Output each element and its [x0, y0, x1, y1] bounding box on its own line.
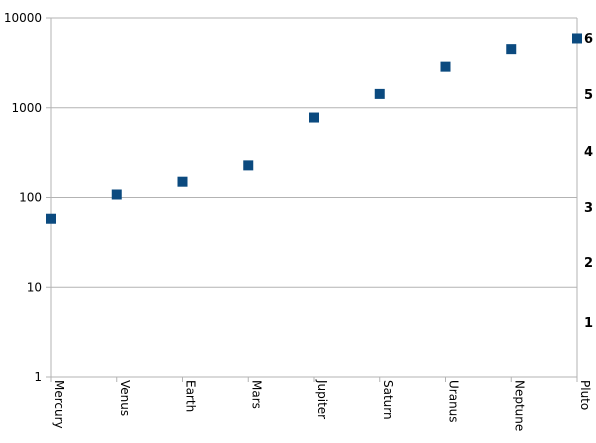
secondary-tick-label: 1	[584, 316, 593, 331]
category-label-saturn: Saturn	[381, 380, 395, 420]
category-label-pluto: Pluto	[578, 380, 592, 410]
y-tick-label: 1000	[11, 101, 42, 115]
y-gridlines	[51, 17, 577, 378]
y-tick-label: 100	[19, 191, 42, 205]
secondary-tick-label: 3	[584, 201, 593, 216]
point-jupiter	[309, 112, 319, 123]
point-pluto	[572, 33, 582, 44]
point-mars	[243, 160, 254, 171]
data-points	[46, 33, 582, 224]
category-label-mars: Mars	[249, 380, 263, 409]
y-tick-label: 10	[27, 280, 42, 294]
secondary-tick-label: 5	[584, 88, 593, 103]
y-tick-label: 10000	[4, 11, 42, 25]
secondary-tick-label: 4	[584, 145, 593, 160]
category-label-earth: Earth	[184, 380, 198, 412]
y-tick-label: 1	[34, 370, 42, 384]
secondary-axis-ticks: 1 2 3 4 5 6	[584, 32, 593, 331]
x-axis-categories: Mercury Venus Earth Mars Jupiter Saturn Uranus…	[50, 377, 592, 431]
category-label-jupiter: Jupiter	[315, 379, 329, 419]
category-label-neptune: Neptune	[512, 380, 526, 431]
secondary-tick-label: 2	[584, 256, 593, 271]
point-earth	[177, 176, 188, 187]
category-label-mercury: Mercury	[52, 380, 66, 429]
point-neptune	[506, 44, 517, 55]
point-uranus	[440, 61, 451, 72]
category-label-venus: Venus	[118, 380, 132, 416]
point-saturn	[374, 88, 385, 99]
point-venus	[111, 189, 122, 200]
category-label-uranus: Uranus	[447, 380, 461, 423]
secondary-tick-label: 6	[584, 32, 593, 47]
y-axis-ticks: 1 10 100 1000 10000	[4, 11, 51, 384]
point-mercury	[46, 213, 56, 224]
